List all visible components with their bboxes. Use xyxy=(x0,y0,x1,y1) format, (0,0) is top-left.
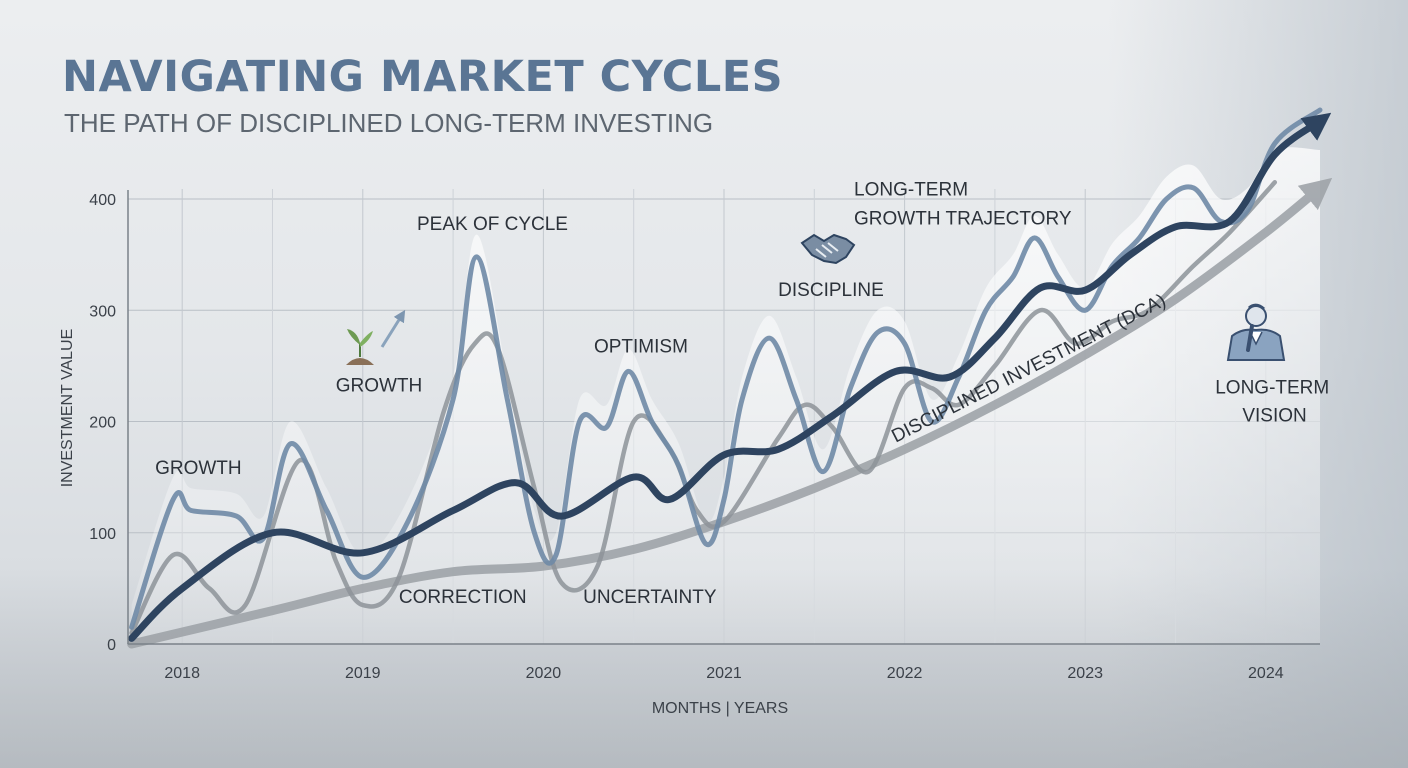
annotation-label: PEAK OF CYCLE xyxy=(417,214,568,235)
x-axis-label: MONTHS | YEARS xyxy=(652,700,788,717)
series-line-secondary xyxy=(129,107,1323,630)
area-band xyxy=(131,147,1321,644)
annotation-label: DISCIPLINE xyxy=(778,280,884,301)
annotation-label: VISION xyxy=(1242,406,1306,427)
x-tick-label: 2019 xyxy=(345,665,381,682)
annotation-label: OPTIMISM xyxy=(594,337,688,358)
annotation-label: LONG-TERM xyxy=(1215,378,1329,399)
series-line-trend xyxy=(127,177,1333,649)
annotation-label: CORRECTION xyxy=(399,587,527,608)
y-tick-label: 400 xyxy=(89,192,116,209)
annotations: GROWTH GROWTH PEAK OF CYCLE OPTIMISM DISCIPL… xyxy=(155,180,1329,608)
y-tick-label: 300 xyxy=(89,303,116,320)
x-tick-label: 2022 xyxy=(887,665,923,682)
x-tick-label: 2023 xyxy=(1067,665,1103,682)
sprout-icon xyxy=(346,309,406,365)
handshake-icon xyxy=(800,233,856,265)
annotation-label: GROWTH xyxy=(336,375,423,396)
annotation-label: GROWTH TRAJECTORY xyxy=(854,209,1072,230)
page-title: NAVIGATING MARKET CYCLES xyxy=(62,52,784,102)
x-tick-label: 2018 xyxy=(164,665,200,682)
y-axis-label: INVESTMENT VALUE xyxy=(59,329,76,488)
icon-layer xyxy=(346,233,1286,365)
x-tick-label: 2024 xyxy=(1248,665,1284,682)
x-tick-label: 2021 xyxy=(706,665,742,682)
annotation-label: GROWTH xyxy=(155,458,242,479)
tick-labels: 2018 2019 2020 2021 2022 2023 2024 0 100 200 300 40… xyxy=(89,192,1283,682)
annotation-label: UNCERTAINTY xyxy=(583,587,717,608)
page-subtitle: THE PATH OF DISCIPLINED LONG-TERM INVEST… xyxy=(64,108,714,138)
annotation-label: LONG-TERM xyxy=(854,180,968,201)
y-tick-label: 0 xyxy=(107,637,116,654)
axis-layer xyxy=(127,190,1320,645)
area-band-shape xyxy=(131,147,1321,644)
y-tick-label: 200 xyxy=(89,415,116,432)
series-line-primary xyxy=(128,112,1332,642)
y-tick-label: 100 xyxy=(89,526,116,543)
person-thinking-icon xyxy=(1226,303,1286,361)
x-tick-label: 2020 xyxy=(526,665,562,682)
